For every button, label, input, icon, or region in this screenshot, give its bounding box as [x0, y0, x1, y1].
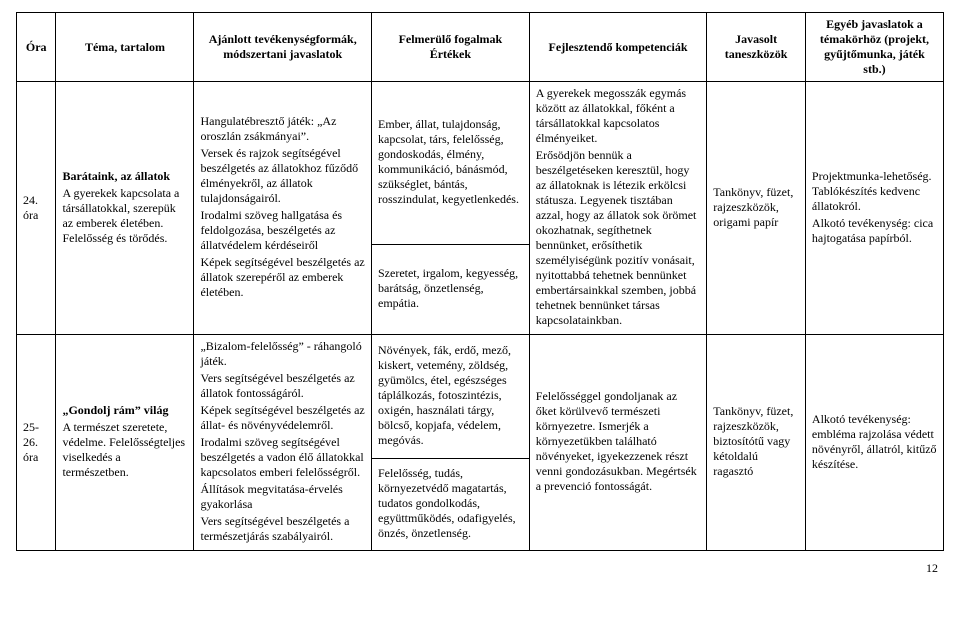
tema-title: „Gondolj rám” világ	[62, 403, 187, 418]
cell-fogalmak-top: Ember, állat, tulajdonság, kapcsolat, tá…	[372, 82, 530, 245]
table-header: Óra Téma, tartalom Ajánlott tevékenységf…	[17, 13, 944, 82]
col-tevekenyseg: Ajánlott tevékenységformák, módszertani …	[194, 13, 372, 82]
col-ora: Óra	[17, 13, 56, 82]
col-taneszkozok: Javasolt taneszközök	[707, 13, 806, 82]
cell-ora: 25-26. óra	[17, 335, 56, 551]
col-tema: Téma, tartalom	[56, 13, 194, 82]
cell-egyeb: Alkotó tevékenység: embléma rajzolása vé…	[805, 335, 943, 551]
curriculum-table: Óra Téma, tartalom Ajánlott tevékenységf…	[16, 12, 944, 551]
cell-kompetenciak: Felelősséggel gondoljanak az őket körülv…	[529, 335, 707, 551]
cell-fogalmak-bottom: Szeretet, irgalom, kegyesség, barátság, …	[372, 244, 530, 334]
cell-kompetenciak: A gyerekek megosszák egymás között az ál…	[529, 82, 707, 335]
cell-tema: „Gondolj rám” világ A természet szeretete…	[56, 335, 194, 551]
tema-body: A természet szeretete, védelme. Felelőss…	[62, 420, 187, 480]
cell-tevekenyseg: Hangulatébresztő játék: „Az oroszlán zsá…	[194, 82, 372, 335]
cell-tema: Barátaink, az állatok A gyerekek kapcsola…	[56, 82, 194, 335]
cell-ora: 24. óra	[17, 82, 56, 335]
cell-taneszkozok: Tankönyv, füzet, rajzeszközök, origami p…	[707, 82, 806, 335]
cell-egyeb: Projektmunka-lehetőség. Tablókészítés ke…	[805, 82, 943, 335]
cell-fogalmak-top: Növények, fák, erdő, mező, kiskert, vete…	[372, 335, 530, 459]
cell-taneszkozok: Tankönyv, füzet, rajzeszközök, biztosító…	[707, 335, 806, 551]
col-kompetenciak: Fejlesztendő kompetenciák	[529, 13, 707, 82]
table-body: 24. óra Barátaink, az állatok A gyerekek k…	[17, 82, 944, 551]
col-fogalmak: Felmerülő fogalmak Értékek	[372, 13, 530, 82]
tema-title: Barátaink, az állatok	[62, 169, 187, 184]
cell-fogalmak-bottom: Felelősség, tudás, környezetvédő magatar…	[372, 459, 530, 551]
page-number: 12	[16, 551, 944, 576]
cell-tevekenyseg: „Bizalom-felelősség” - ráhangoló játék.V…	[194, 335, 372, 551]
col-egyeb: Egyéb javaslatok a témakörhöz (projekt, …	[805, 13, 943, 82]
tema-body: A gyerekek kapcsolata a társállatokkal, …	[62, 186, 187, 246]
